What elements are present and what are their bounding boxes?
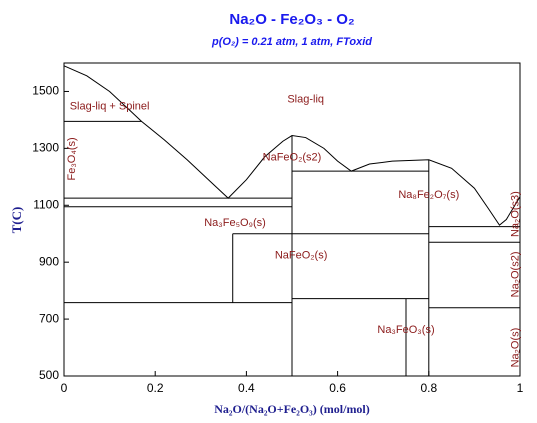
phase-label: Slag-liq + Spinel bbox=[70, 100, 150, 112]
chart-title: Na₂O - Fe₂O₃ - O₂ bbox=[229, 11, 354, 28]
y-axis-label: T(C) bbox=[9, 207, 24, 234]
x-tick-label: 0 bbox=[61, 381, 68, 395]
phase-label: Na₈Fe₂O₇(s) bbox=[398, 189, 459, 201]
phase-label: Na₂O(s2) bbox=[509, 251, 521, 297]
y-tick-label: 1300 bbox=[32, 141, 59, 155]
phase-label: Na₃Fe₅O₉(s) bbox=[204, 217, 266, 229]
x-axis-label: Na₂O/(Na₂O+Fe₂O₃) (mol/mol) bbox=[214, 402, 370, 416]
y-tick-label: 500 bbox=[39, 368, 59, 382]
x-tick-label: 1 bbox=[517, 381, 524, 395]
phase-label: Fe₃O₄(s) bbox=[66, 137, 78, 180]
phase-label: NaFeO₂(s2) bbox=[263, 152, 322, 164]
x-tick-label: 0.8 bbox=[420, 381, 437, 395]
phase-label: NaFeO₂(s) bbox=[275, 249, 328, 261]
x-tick-label: 0.6 bbox=[329, 381, 346, 395]
phase-boundary bbox=[63, 65, 521, 226]
chart-subtitle: p(O₂) = 0.21 atm, 1 atm, FToxid bbox=[211, 36, 372, 48]
y-tick-label: 1500 bbox=[32, 84, 59, 98]
phase-label: Na₂O(s) bbox=[509, 328, 521, 368]
phase-label: Na₃FeO₃(s) bbox=[377, 324, 434, 336]
y-tick-label: 1100 bbox=[33, 197, 59, 211]
x-tick-label: 0.4 bbox=[238, 381, 255, 395]
phase-label: Slag-liq bbox=[287, 93, 324, 105]
y-tick-label: 900 bbox=[39, 254, 59, 268]
x-tick-label: 0.2 bbox=[147, 381, 164, 395]
y-tick-label: 700 bbox=[39, 311, 59, 325]
phase-label: Na₂O(s3) bbox=[509, 191, 521, 237]
